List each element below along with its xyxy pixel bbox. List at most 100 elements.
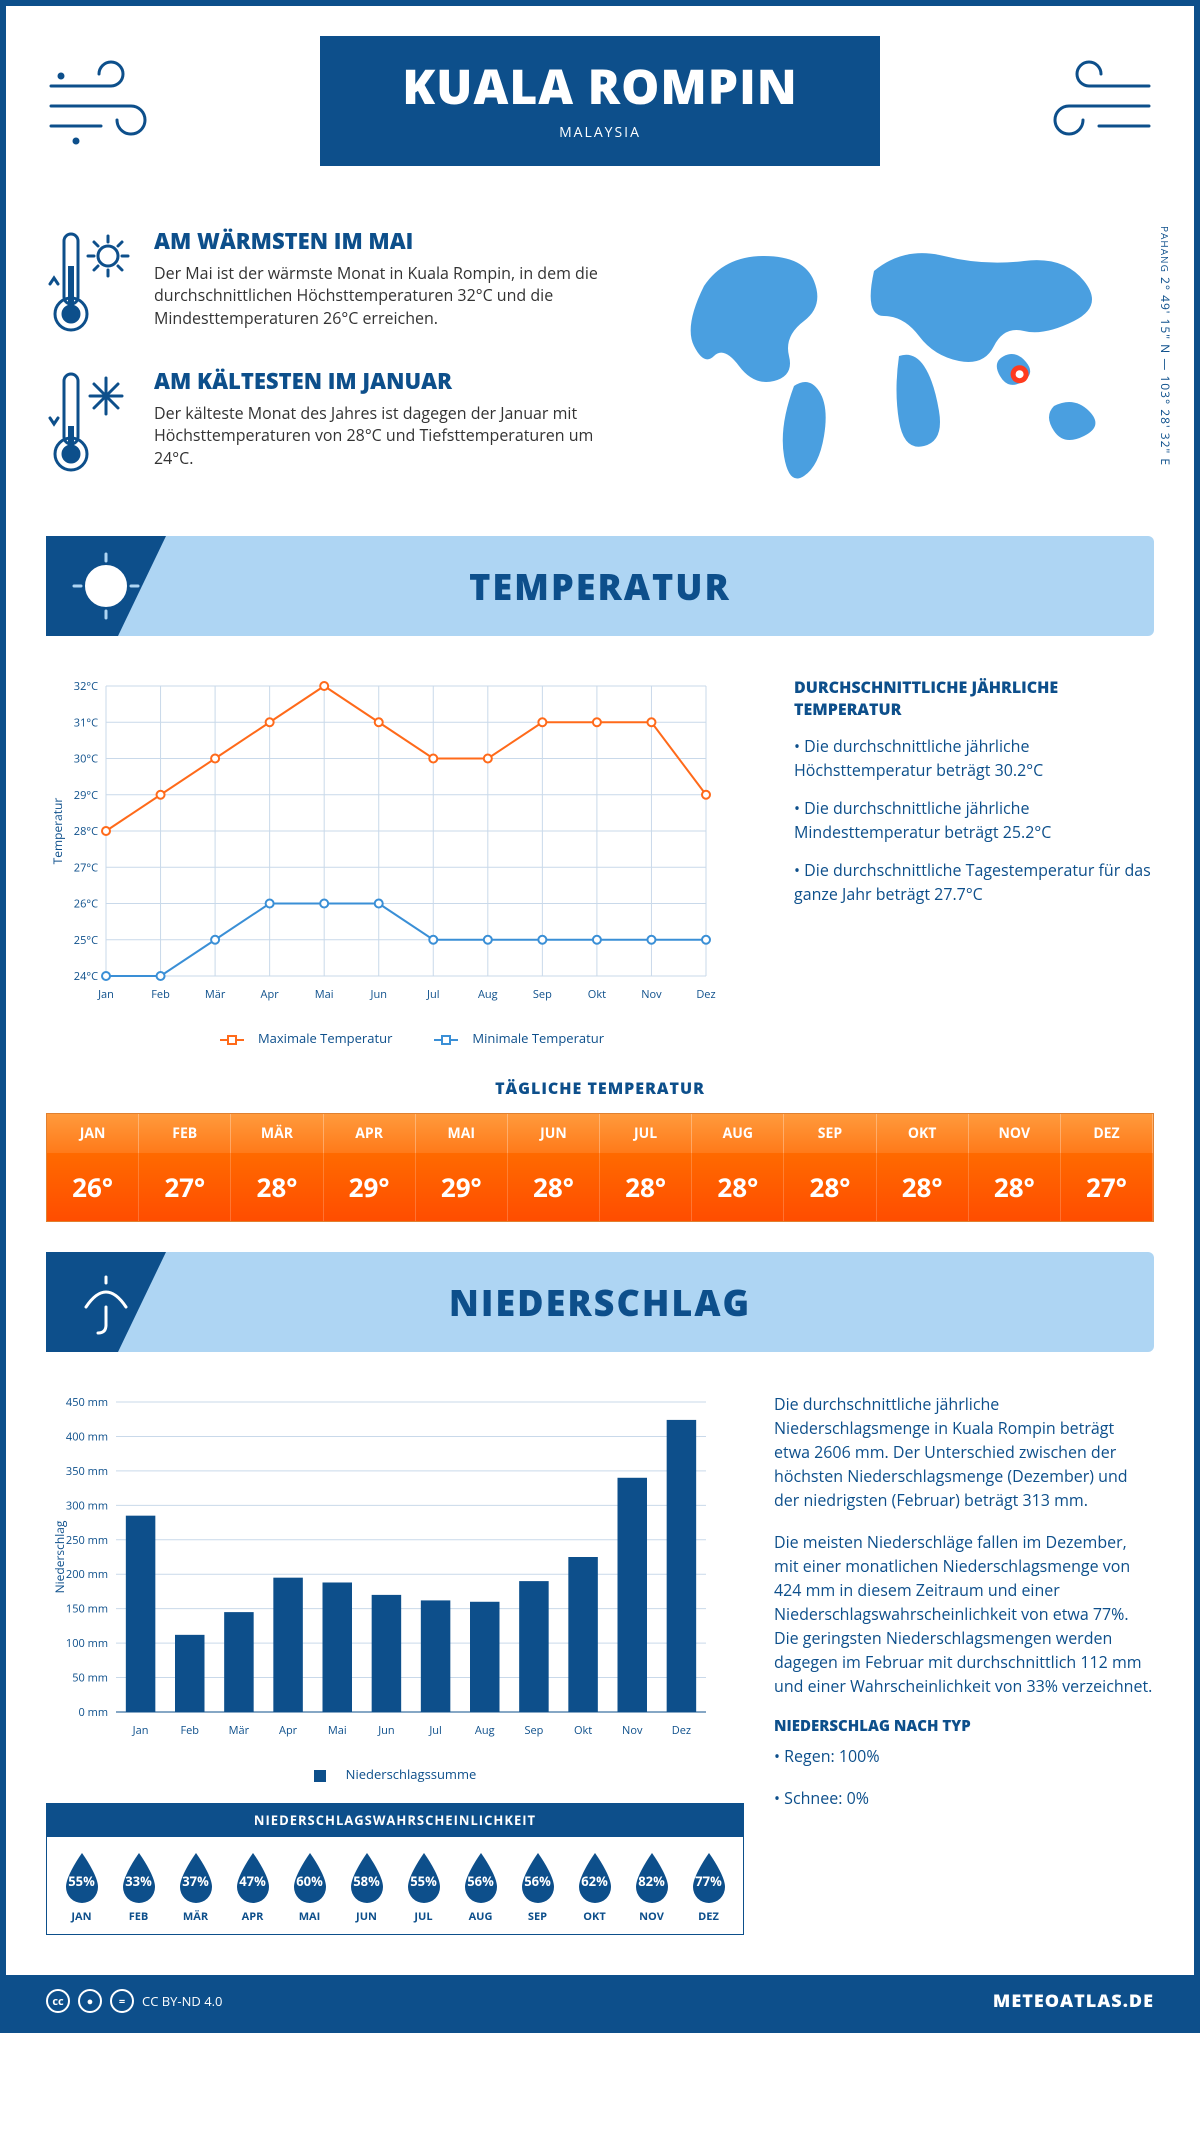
raindrop-icon: 56%	[459, 1851, 503, 1905]
warmest-title: AM WÄRMSTEN IM MAI	[154, 226, 634, 256]
raindrop-icon: 33%	[117, 1851, 161, 1905]
precip-text: Die durchschnittliche jährliche Niedersc…	[774, 1392, 1154, 1512]
svg-text:32°C: 32°C	[74, 679, 98, 694]
precip-type-bullet: • Schnee: 0%	[774, 1786, 1154, 1810]
temp-bullet: • Die durchschnittliche jährliche Mindes…	[794, 796, 1154, 844]
raindrop-icon: 62%	[573, 1851, 617, 1905]
temp-bullet: • Die durchschnittliche Tagestemperatur …	[794, 858, 1154, 906]
daily-col: AUG28°	[692, 1114, 784, 1221]
svg-text:200 mm: 200 mm	[66, 1567, 108, 1582]
svg-text:50 mm: 50 mm	[72, 1671, 108, 1686]
svg-text:31°C: 31°C	[74, 715, 98, 730]
license: cc ● = CC BY-ND 4.0	[46, 1989, 222, 2013]
svg-text:Dez: Dez	[696, 987, 715, 1002]
prob-grid: 55% JAN 33% FEB 37% MÄR 47% APR	[46, 1837, 744, 1935]
daily-col: JAN26°	[47, 1114, 139, 1221]
precip-legend-label: Niederschlagssumme	[346, 1765, 477, 1783]
svg-text:300 mm: 300 mm	[66, 1498, 108, 1513]
svg-text:Jul: Jul	[428, 1723, 441, 1738]
svg-text:Nov: Nov	[641, 987, 662, 1002]
svg-text:Feb: Feb	[180, 1723, 199, 1738]
raindrop-icon: 77%	[687, 1851, 731, 1905]
temperature-section-header: TEMPERATUR	[46, 536, 1154, 636]
svg-text:Dez: Dez	[672, 1723, 691, 1738]
raindrop-icon: 55%	[60, 1851, 104, 1905]
svg-text:Okt: Okt	[574, 1723, 592, 1738]
prob-item: 33% FEB	[110, 1851, 167, 1924]
temperature-row: 24°C25°C26°C27°C28°C29°C30°C31°C32°CJanF…	[46, 676, 1154, 1047]
svg-text:Apr: Apr	[261, 987, 280, 1002]
svg-text:Jan: Jan	[97, 987, 114, 1002]
prob-item: 60% MAI	[281, 1851, 338, 1924]
prob-item: 77% DEZ	[680, 1851, 737, 1924]
daily-col: MAI29°	[416, 1114, 508, 1221]
page-title: KUALA ROMPIN	[330, 54, 870, 119]
svg-text:Okt: Okt	[588, 987, 606, 1002]
world-map	[674, 226, 1154, 486]
svg-text:Nov: Nov	[622, 1723, 643, 1738]
prob-item: 47% APR	[224, 1851, 281, 1924]
svg-text:Niederschlag: Niederschlag	[51, 1520, 68, 1593]
temperature-title: TEMPERATUR	[46, 562, 1154, 611]
svg-text:Aug: Aug	[478, 987, 498, 1002]
coords-label: 2° 49' 15" N — 103° 28' 32" E	[1157, 277, 1174, 466]
svg-text:Temperatur: Temperatur	[49, 798, 66, 865]
daily-col: SEP28°	[784, 1114, 876, 1221]
coordinates: PAHANG 2° 49' 15" N — 103° 28' 32" E	[1157, 226, 1174, 466]
svg-text:24°C: 24°C	[74, 969, 98, 984]
daily-temp-title: TÄGLICHE TEMPERATUR	[46, 1077, 1154, 1099]
raindrop-icon: 37%	[174, 1851, 218, 1905]
page-subtitle: MALAYSIA	[330, 123, 870, 142]
svg-text:250 mm: 250 mm	[66, 1533, 108, 1548]
thermometer-hot-icon	[46, 226, 136, 336]
prob-item: 62% OKT	[566, 1851, 623, 1924]
svg-text:Mär: Mär	[229, 1723, 250, 1738]
svg-text:Mai: Mai	[328, 1723, 347, 1738]
wind-icon	[46, 56, 176, 156]
coldest-fact: AM KÄLTESTEN IM JANUAR Der kälteste Mona…	[46, 366, 634, 476]
temperature-legend: Maximale TemperaturMinimale Temperatur	[46, 1029, 764, 1047]
daily-col: DEZ27°	[1061, 1114, 1153, 1221]
svg-text:Sep: Sep	[524, 1723, 543, 1738]
prob-title: NIEDERSCHLAGSWAHRSCHEINLICHKEIT	[46, 1803, 744, 1837]
svg-text:Feb: Feb	[151, 987, 170, 1002]
region-label: PAHANG	[1158, 226, 1172, 273]
warmest-text: Der Mai ist der wärmste Monat in Kuala R…	[154, 262, 634, 329]
svg-text:30°C: 30°C	[74, 752, 98, 767]
daily-temp-table: JAN26°FEB27°MÄR28°APR29°MAI29°JUN28°JUL2…	[46, 1113, 1154, 1222]
svg-text:27°C: 27°C	[74, 860, 98, 875]
precip-left: 0 mm50 mm100 mm150 mm200 mm250 mm300 mm3…	[46, 1392, 744, 1935]
daily-col: JUN28°	[508, 1114, 600, 1221]
svg-text:350 mm: 350 mm	[66, 1464, 108, 1479]
prob-item: 58% JUN	[338, 1851, 395, 1924]
svg-text:Sep: Sep	[533, 987, 552, 1002]
svg-text:150 mm: 150 mm	[66, 1602, 108, 1617]
coldest-title: AM KÄLTESTEN IM JANUAR	[154, 366, 634, 396]
daily-col: OKT28°	[877, 1114, 969, 1221]
raindrop-icon: 55%	[402, 1851, 446, 1905]
coldest-text: Der kälteste Monat des Jahres ist dagege…	[154, 402, 634, 469]
precip-text: Die meisten Niederschläge fallen im Deze…	[774, 1530, 1154, 1698]
svg-text:Mai: Mai	[315, 987, 334, 1002]
title-banner: KUALA ROMPIN MALAYSIA	[320, 36, 880, 166]
prob-item: 55% JUL	[395, 1851, 452, 1924]
precip-type-title: NIEDERSCHLAG NACH TYP	[774, 1716, 1154, 1736]
temperature-chart: 24°C25°C26°C27°C28°C29°C30°C31°C32°CJanF…	[46, 676, 764, 1047]
svg-text:0 mm: 0 mm	[78, 1705, 108, 1720]
raindrop-icon: 60%	[288, 1851, 332, 1905]
svg-text:Jan: Jan	[132, 1723, 149, 1738]
thermometer-cold-icon	[46, 366, 136, 476]
svg-text:Jun: Jun	[370, 987, 387, 1002]
footer: cc ● = CC BY-ND 4.0 METEOATLAS.DE	[6, 1975, 1194, 2027]
precip-summary: Die durchschnittliche jährliche Niedersc…	[774, 1392, 1154, 1935]
precip-row: 0 mm50 mm100 mm150 mm200 mm250 mm300 mm3…	[46, 1392, 1154, 1935]
prob-item: 56% AUG	[452, 1851, 509, 1924]
daily-col: JUL28°	[600, 1114, 692, 1221]
svg-text:29°C: 29°C	[74, 788, 98, 803]
prob-item: 37% MÄR	[167, 1851, 224, 1924]
site-name: METEOATLAS.DE	[993, 1989, 1154, 2013]
raindrop-icon: 47%	[231, 1851, 275, 1905]
temperature-summary: DURCHSCHNITTLICHE JÄHRLICHE TEMPERATUR •…	[794, 676, 1154, 920]
prob-item: 56% SEP	[509, 1851, 566, 1924]
daily-col: NOV28°	[969, 1114, 1061, 1221]
